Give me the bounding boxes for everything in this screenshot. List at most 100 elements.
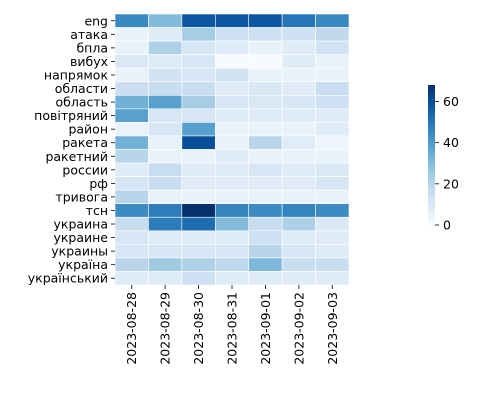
heatmap-cell [315, 54, 350, 69]
heatmap-cell [281, 216, 316, 232]
heatmap-cell [148, 13, 183, 28]
heatmap-cell [281, 67, 316, 83]
heatmap-cell [114, 176, 149, 191]
heatmap-cell [315, 189, 350, 204]
heatmap-cell [281, 122, 316, 137]
heatmap-cell [148, 176, 183, 191]
heatmap-cell [114, 95, 149, 110]
heatmap-cell [214, 189, 250, 204]
heatmap-cell [214, 203, 250, 218]
heatmap-cell [148, 189, 183, 204]
heatmap-cell [281, 54, 316, 69]
heatmap-cell [214, 162, 250, 177]
y-tick-label: район [68, 122, 108, 137]
heatmap-cell [248, 257, 283, 272]
x-tick-label: 2023-08-30 [191, 292, 206, 365]
heatmap-cell [214, 257, 250, 272]
heatmap-cell [181, 81, 216, 96]
heatmap-cell [214, 13, 250, 28]
y-tick-label: россии [62, 162, 108, 177]
y-tick-label: рф [89, 176, 108, 191]
heatmap-cell [315, 149, 350, 164]
y-tick-label: область [55, 95, 108, 110]
y-tick-label: украина [54, 217, 109, 232]
heatmap-cell [214, 216, 250, 232]
heatmap-cell [148, 271, 183, 286]
y-tick-label: eng [84, 13, 108, 28]
colorbar-scale [428, 85, 435, 225]
heatmap-cell [114, 162, 149, 177]
heatmap-cell [214, 122, 250, 137]
heatmap-cell [114, 40, 149, 55]
heatmap-cell [181, 95, 216, 110]
heatmap-cell [114, 81, 149, 96]
heatmap-cell [315, 176, 350, 191]
heatmap-cell [181, 13, 216, 28]
heatmap-cell [214, 271, 250, 286]
heatmap-cell [114, 244, 149, 259]
heatmap-cell [248, 230, 283, 245]
x-tick-label: 2023-08-31 [225, 292, 240, 365]
heatmap-cell [248, 271, 283, 286]
heatmap-cell [214, 81, 250, 96]
heatmap-cell [248, 176, 283, 191]
heatmap-cell [248, 135, 283, 150]
heatmap-cell [181, 189, 216, 204]
heatmap-cell [315, 40, 350, 55]
heatmap-cell [281, 13, 316, 28]
y-tick-label: україна [58, 257, 108, 272]
heatmap-cell [114, 216, 149, 232]
heatmap-cell [315, 216, 350, 232]
heatmap-cell [214, 54, 250, 69]
heatmap-cell [248, 81, 283, 96]
heatmap-cell [248, 189, 283, 204]
heatmap-cell [181, 244, 216, 259]
heatmap-cell [181, 149, 216, 164]
heatmap-cell [114, 257, 149, 272]
y-axis-tick-labels: engатакабплавибухнапрямокобластиобластьп… [28, 13, 115, 286]
y-tick-label: ракета [62, 135, 108, 150]
heatmap-cell [214, 230, 250, 245]
heatmap-cell [148, 122, 183, 137]
heatmap-cell [248, 108, 283, 123]
colorbar-tick-label: 0 [443, 218, 451, 233]
heatmap-cell [181, 216, 216, 232]
heatmap-cells [114, 13, 350, 286]
heatmap-cell [148, 216, 183, 232]
heatmap-cell [114, 189, 149, 204]
y-tick-label: атака [70, 27, 108, 42]
heatmap-cell [315, 230, 350, 245]
heatmap-cell [281, 40, 316, 55]
heatmap-cell [315, 67, 350, 83]
heatmap-cell [181, 40, 216, 55]
heatmap-cell [248, 162, 283, 177]
heatmap-cell [248, 203, 283, 218]
heatmap-cell [214, 135, 250, 150]
x-tick-label: 2023-08-28 [124, 292, 139, 365]
heatmap-cell [148, 162, 183, 177]
heatmap-cell [315, 13, 350, 28]
heatmap-cell [248, 54, 283, 69]
heatmap-cell [248, 244, 283, 259]
heatmap-cell [114, 122, 149, 137]
heatmap-cell [248, 149, 283, 164]
heatmap-cell [114, 230, 149, 245]
heatmap-cell [248, 40, 283, 55]
y-tick-label: тривога [55, 189, 108, 204]
x-tick-label: 2023-09-03 [325, 292, 340, 365]
colorbar: 0 20 40 60 [428, 85, 459, 233]
heatmap-cell [214, 244, 250, 259]
heatmap-cell [315, 203, 350, 218]
heatmap-cell [181, 135, 216, 150]
heatmap-cell [281, 95, 316, 110]
heatmap-cell [214, 40, 250, 55]
heatmap-cell [315, 135, 350, 150]
heatmap-cell [114, 271, 149, 286]
heatmap-cell [214, 176, 250, 191]
y-tick-label: вибух [70, 54, 108, 69]
heatmap-cell [248, 67, 283, 83]
heatmap-cell [214, 27, 250, 42]
heatmap-cell [148, 257, 183, 272]
heatmap-cell [114, 13, 149, 28]
